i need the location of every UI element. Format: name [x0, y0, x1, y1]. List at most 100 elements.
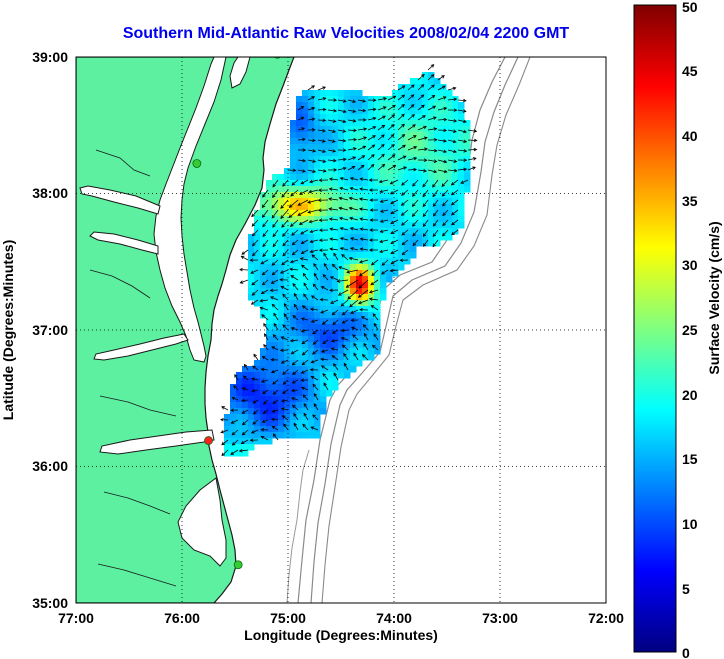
velocity-cell	[332, 102, 339, 109]
velocity-cell	[284, 432, 291, 439]
velocity-cell	[290, 336, 297, 343]
velocity-cell	[242, 366, 249, 373]
velocity-arrow-head	[382, 115, 386, 119]
velocity-arrow-head	[390, 240, 395, 244]
velocity-arrow-head	[221, 406, 225, 410]
velocity-cell	[308, 426, 315, 433]
velocity-arrow-head	[242, 375, 247, 380]
velocity-cell	[338, 336, 345, 343]
velocity-arrow	[387, 154, 396, 161]
velocity-cell	[284, 294, 291, 301]
velocity-arrow-head	[348, 196, 353, 201]
velocity-arrow	[272, 425, 279, 431]
velocity-arrow	[293, 413, 299, 421]
velocity-cell	[422, 102, 429, 109]
velocity-cell	[308, 174, 315, 181]
velocity-arrow	[271, 369, 279, 373]
velocity-cell	[368, 174, 375, 181]
velocity-cell	[446, 168, 453, 175]
velocity-arrow	[251, 209, 259, 217]
velocity-arrow	[339, 197, 349, 201]
velocity-arrow	[387, 144, 395, 151]
velocity-cell	[356, 102, 363, 109]
velocity-arrow	[359, 259, 369, 263]
velocity-cell	[434, 174, 441, 181]
velocity-arrow	[260, 259, 269, 265]
velocity-arrow-head	[401, 94, 406, 98]
velocity-arrow	[332, 329, 339, 334]
velocity-arrow-head	[272, 243, 277, 248]
velocity-arrow	[322, 373, 329, 381]
velocity-arrow-head	[322, 273, 327, 278]
velocity-arrow-head	[271, 425, 276, 430]
velocity-arrow	[467, 166, 476, 171]
velocity-cell	[386, 186, 393, 193]
velocity-cell	[308, 342, 315, 349]
velocity-cell	[452, 150, 459, 157]
velocity-cell	[320, 258, 327, 265]
velocity-arrow	[460, 179, 469, 184]
velocity-cell	[464, 180, 471, 187]
velocity-arrow-head	[462, 109, 467, 113]
velocity-arrow	[357, 99, 366, 102]
velocity-cell	[278, 414, 285, 421]
velocity-cell	[338, 270, 345, 277]
velocity-cell	[302, 258, 309, 265]
velocity-arrow	[379, 249, 389, 253]
velocity-cell	[398, 186, 405, 193]
velocity-cell	[272, 396, 279, 403]
velocity-cell	[296, 276, 303, 283]
velocity-cell	[248, 444, 255, 451]
velocity-arrow-head	[252, 421, 256, 425]
velocity-cell	[296, 288, 303, 295]
velocity-arrow-head	[302, 137, 306, 142]
velocity-cell	[344, 294, 351, 301]
velocity-arrow-head	[291, 388, 295, 393]
velocity-cell	[290, 384, 297, 391]
velocity-arrow-head	[282, 381, 287, 385]
velocity-cell	[446, 120, 453, 127]
velocity-arrow-head	[311, 128, 316, 132]
velocity-arrow	[280, 209, 289, 219]
velocity-arrow	[352, 334, 359, 341]
velocity-arrow-head	[363, 136, 367, 140]
velocity-cell	[386, 174, 393, 181]
velocity-cell	[356, 360, 363, 367]
velocity-cell	[416, 144, 423, 151]
velocity-arrow	[281, 399, 289, 402]
velocity-cell	[368, 102, 375, 109]
velocity-arrow-head	[390, 250, 395, 254]
velocity-arrow-head	[430, 74, 435, 78]
velocity-arrow	[328, 198, 339, 201]
velocity-arrow-head	[252, 400, 257, 404]
velocity-cell	[344, 138, 351, 145]
velocity-cell	[308, 390, 315, 397]
velocity-cell	[272, 186, 279, 193]
velocity-cell	[326, 252, 333, 259]
velocity-arrow	[280, 269, 289, 274]
velocity-arrow-head	[231, 431, 236, 436]
velocity-cell	[308, 246, 315, 253]
velocity-arrow-head	[369, 248, 373, 252]
velocity-cell	[308, 252, 315, 259]
velocity-arrow-head	[362, 99, 367, 103]
velocity-cell	[422, 90, 429, 97]
velocity-cell	[308, 264, 315, 271]
velocity-arrow-head	[243, 363, 248, 368]
velocity-cell	[290, 348, 297, 355]
velocity-arrow	[297, 169, 306, 172]
velocity-cell	[362, 102, 369, 109]
velocity-cell	[242, 390, 249, 397]
velocity-cell	[302, 114, 309, 121]
velocity-cell	[404, 252, 411, 259]
velocity-arrow	[303, 403, 309, 411]
velocity-arrow-head	[301, 305, 306, 309]
velocity-arrow-head	[293, 412, 297, 417]
velocity-cell	[260, 414, 267, 421]
velocity-cell	[416, 168, 423, 175]
velocity-cell	[284, 234, 291, 241]
velocity-arrow-head	[282, 293, 286, 298]
velocity-cell	[380, 168, 387, 175]
velocity-cell	[398, 108, 405, 115]
velocity-arrow	[290, 219, 299, 227]
